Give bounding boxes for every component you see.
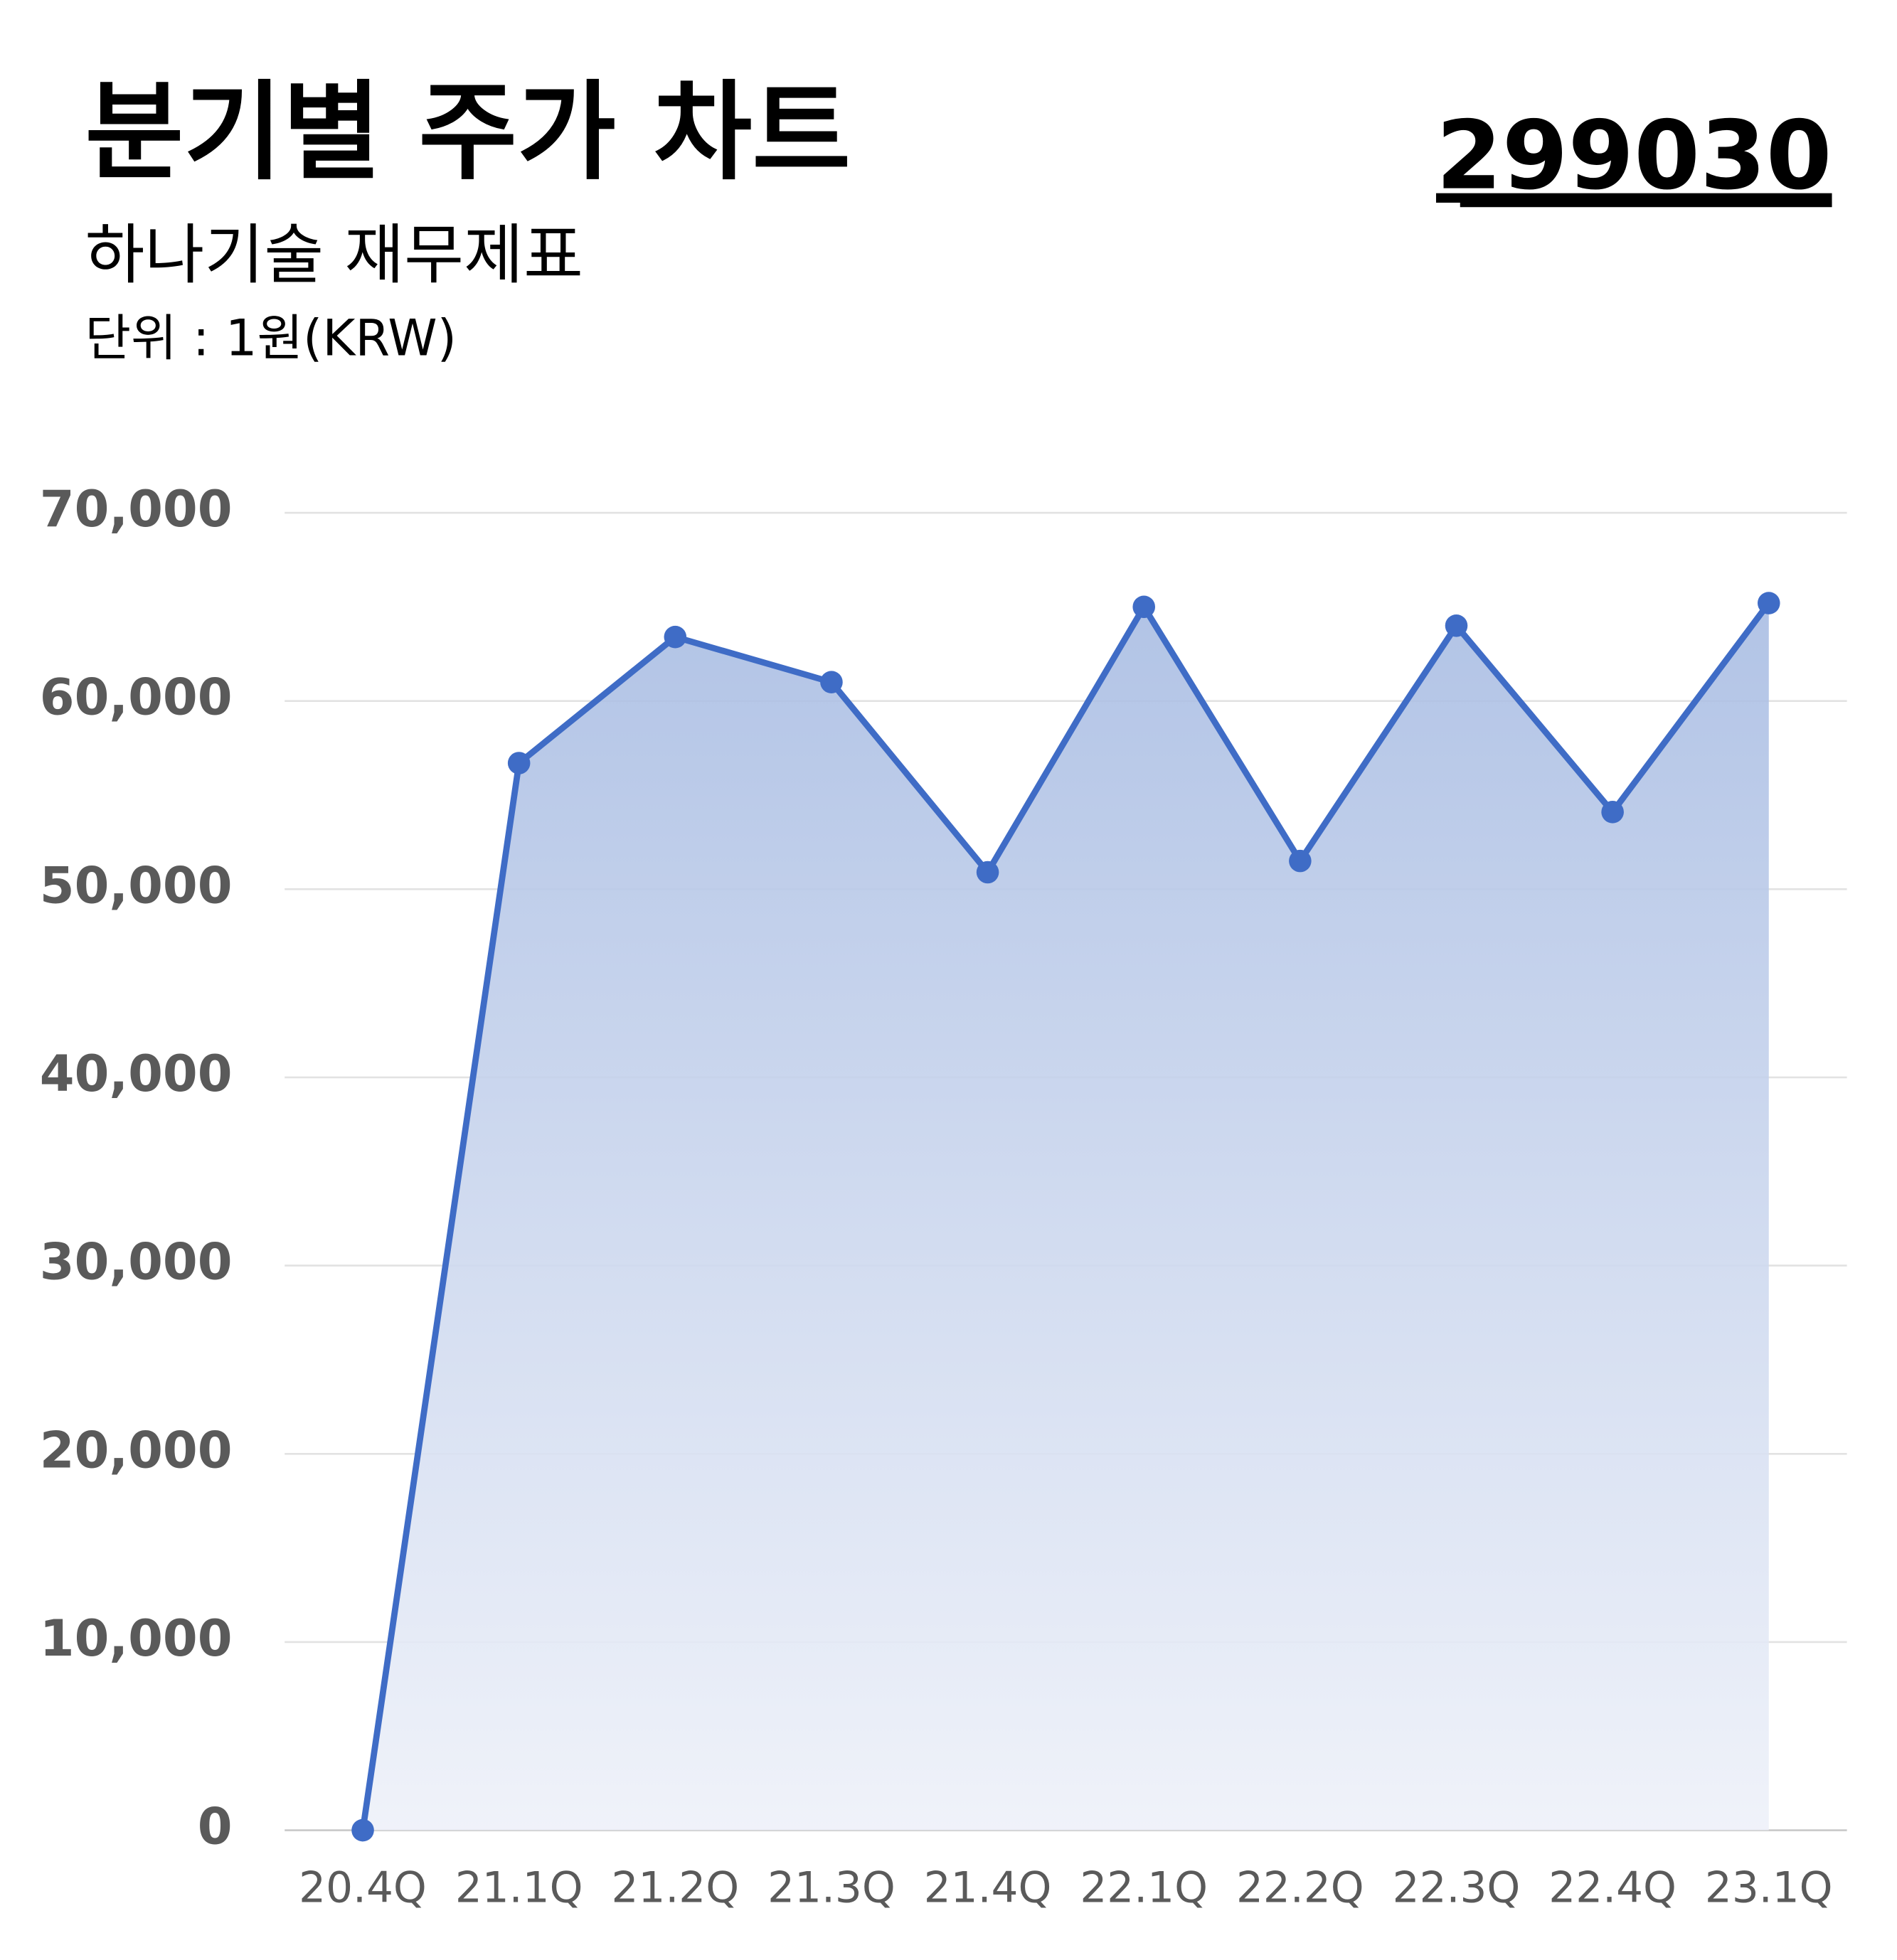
x-tick-label: 21.2Q [611, 1863, 739, 1912]
x-tick-label: 21.1Q [455, 1863, 583, 1912]
point [1601, 801, 1624, 824]
point [1289, 849, 1312, 873]
line [359, 601, 1772, 1831]
y-tick-label: 0 [198, 1798, 233, 1856]
x-tick-label: 22.4Q [1548, 1863, 1677, 1912]
x-tick-label: 23.1Q [1705, 1863, 1833, 1912]
y-tick-label: 60,000 [40, 669, 233, 727]
point [507, 752, 531, 774]
stock-code: 299030 [1436, 101, 1832, 211]
point [1757, 592, 1780, 614]
x-tick-label: 22.2Q [1236, 1863, 1364, 1912]
point [976, 861, 999, 884]
unit-note: 단위 : 1원(KRW) [85, 309, 457, 368]
point [664, 625, 687, 649]
point [351, 1818, 374, 1842]
point [820, 671, 843, 693]
y-tick-label: 30,000 [40, 1233, 233, 1291]
chart-subtitle: 하나기술 재무제표 [85, 217, 583, 293]
y-tick-label: 50,000 [40, 856, 233, 915]
y-tick-label: 10,000 [40, 1609, 233, 1668]
y-tick-label: 40,000 [40, 1045, 233, 1103]
chart-title: 분기별 주가 차트 [85, 70, 851, 195]
point [1132, 595, 1156, 619]
x-tick-label: 21.4Q [924, 1863, 1052, 1912]
x-tick-label: 21.3Q [767, 1863, 896, 1912]
x-tick-label: 22.1Q [1080, 1863, 1208, 1912]
x-tick-label: 20.4Q [299, 1863, 427, 1912]
y-tick-label: 20,000 [40, 1421, 233, 1479]
x-tick-label: 22.3Q [1393, 1863, 1521, 1912]
point [1445, 614, 1468, 637]
area-fill [363, 603, 1769, 1831]
y-tick-label: 70,000 [40, 480, 233, 538]
